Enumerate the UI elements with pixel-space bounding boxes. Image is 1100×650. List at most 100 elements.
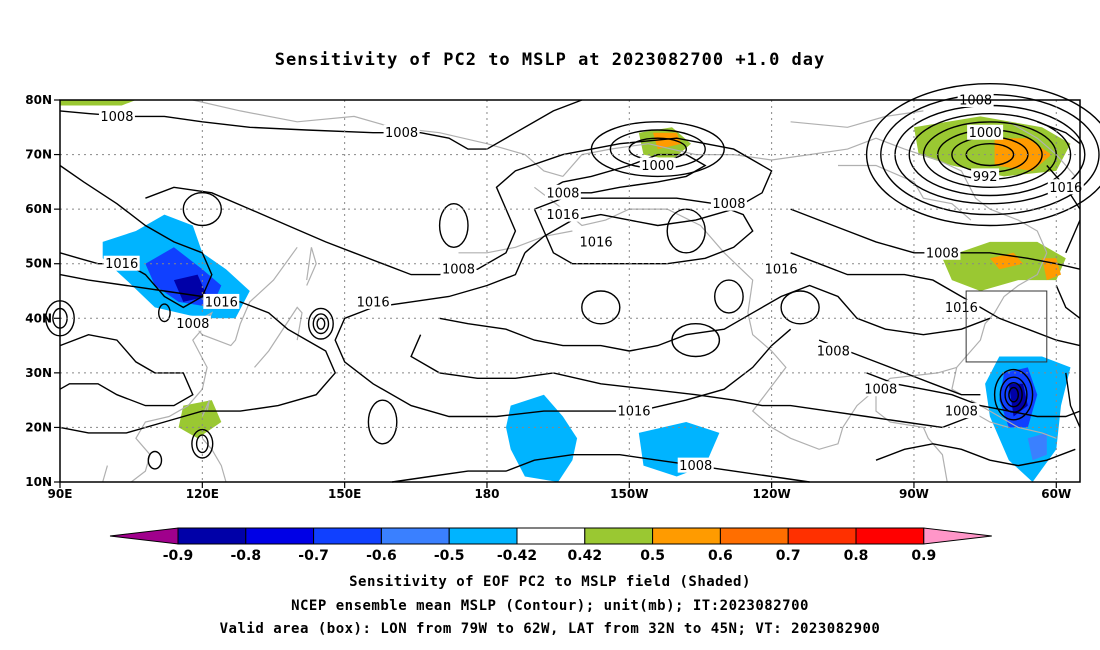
isobar-33 xyxy=(1004,382,1023,408)
isobar-41 xyxy=(195,434,209,454)
colorbar-arrow-high xyxy=(923,527,992,545)
colorbar-segment-5 xyxy=(516,527,586,545)
contour-label-22: 1016 xyxy=(617,405,650,420)
contour-label-23: 1008 xyxy=(679,459,712,474)
colorbar-label-3: -0.6 xyxy=(366,548,397,564)
coastline-5 xyxy=(534,186,877,450)
contour-label-bg-13 xyxy=(763,261,800,277)
map-title: Sensitivity of PC2 to MSLP at 2023082700… xyxy=(274,50,826,70)
contour-label-bg-1 xyxy=(383,124,420,140)
caption-shading: Sensitivity of EOF PC2 to MSLP field (Sh… xyxy=(349,574,751,590)
isobar-47 xyxy=(581,290,621,325)
valid-area-box xyxy=(965,290,1048,363)
coastline-0 xyxy=(192,99,564,177)
lat-tick-label-7: 10N xyxy=(25,475,52,489)
lon-tick-label-7: 60W xyxy=(1041,487,1071,501)
contour-label-bg-3 xyxy=(967,124,1004,140)
contour-label-bg-18 xyxy=(174,315,211,331)
colorbar-segment-9 xyxy=(787,527,857,545)
colorbar-label-0: -0.9 xyxy=(163,548,194,564)
contour-label-bg-14 xyxy=(924,244,961,260)
colorbar-arrow-low xyxy=(109,527,179,545)
contour-label-bg-19 xyxy=(815,343,852,359)
colorbar-segment-7 xyxy=(652,527,721,545)
coastline-7 xyxy=(102,465,108,483)
caption-valid-area: Valid area (box): LON from 79W to 62W, L… xyxy=(219,621,881,637)
isobar-37 xyxy=(312,313,330,335)
contour-label-1: 1008 xyxy=(385,126,418,141)
contour-label-21: 1008 xyxy=(945,405,978,420)
lon-tick-label-6: 90W xyxy=(899,487,929,501)
contour-label-bg-4 xyxy=(639,157,676,173)
coastline-16 xyxy=(1008,121,1076,177)
lat-tick-label-3: 50N xyxy=(25,257,52,271)
contour-label-6: 1008 xyxy=(546,186,579,201)
isobar-24 xyxy=(908,113,1072,197)
isobar-38 xyxy=(307,307,334,340)
coastline-12 xyxy=(458,230,573,254)
coastline-3 xyxy=(951,252,1048,396)
colorbar-segment-2 xyxy=(313,527,382,545)
isobar-8 xyxy=(410,334,972,429)
map-frame xyxy=(59,99,1081,483)
contour-label-bg-6 xyxy=(544,184,581,200)
isobar-5 xyxy=(334,252,792,418)
caption-contour: NCEP ensemble mean MSLP (Contour); unit(… xyxy=(291,598,809,614)
contour-label-12: 1008 xyxy=(442,263,475,278)
shaded-region-4 xyxy=(178,400,222,439)
contour-label-19: 1008 xyxy=(817,345,850,360)
isobar-15 xyxy=(875,443,1076,467)
isobar-7 xyxy=(533,197,754,265)
contour-label-8: 1008 xyxy=(712,197,745,212)
coastline-6 xyxy=(130,246,298,483)
contour-label-2: 1008 xyxy=(959,94,992,109)
colorbar-segment-8 xyxy=(719,527,789,545)
isobar-2 xyxy=(59,273,337,434)
contour-label-11: 1016 xyxy=(105,257,138,272)
contour-label-bg-22 xyxy=(616,403,653,419)
colorbar-label-7: 0.5 xyxy=(640,548,665,564)
contour-label-bg-15 xyxy=(203,293,240,309)
isobar-49 xyxy=(714,279,744,314)
isobar-20 xyxy=(1065,219,1081,254)
colorbar-label-5: -0.42 xyxy=(497,548,537,564)
isobar-42 xyxy=(191,428,214,459)
lon-tick-label-5: 120W xyxy=(752,487,790,501)
isobar-3 xyxy=(59,333,194,407)
isobar-34 xyxy=(999,376,1028,413)
lat-tick-label-0: 80N xyxy=(25,93,52,107)
isobar-45 xyxy=(182,192,223,227)
lat-tick-label-1: 70N xyxy=(25,148,52,162)
contour-label-bg-12 xyxy=(440,261,477,277)
isobar-10 xyxy=(391,454,810,483)
lon-tick-label-0: 90E xyxy=(48,487,73,501)
shaded-region-3 xyxy=(173,274,208,302)
isobar-4 xyxy=(145,137,773,276)
colorbar-label-8: 0.6 xyxy=(708,548,733,564)
isobar-29 xyxy=(590,121,725,178)
contour-label-bg-20 xyxy=(862,381,899,397)
shaded-region-6 xyxy=(653,132,682,150)
isobar-19 xyxy=(1065,372,1081,428)
shaded-region-16 xyxy=(1008,383,1028,417)
contour-label-14: 1008 xyxy=(926,246,959,261)
coastline-13 xyxy=(970,399,1057,439)
coastline-11 xyxy=(201,437,227,483)
contour-label-bg-0 xyxy=(98,108,135,124)
isobar-21 xyxy=(865,83,1100,227)
colorbar-segment-4 xyxy=(448,527,518,545)
lon-tick-label-1: 120E xyxy=(186,487,219,501)
contour-label-bg-11 xyxy=(103,255,140,271)
colorbar-label-9: 0.7 xyxy=(776,548,801,564)
isobar-43 xyxy=(147,450,163,470)
contour-label-5: 992 xyxy=(973,170,998,185)
isobar-44 xyxy=(367,399,398,445)
isobar-14 xyxy=(866,372,1081,418)
colorbar-segment-6 xyxy=(584,527,654,545)
isobar-0 xyxy=(59,99,583,150)
colorbar-segment-10 xyxy=(855,527,925,545)
shaded-region-0 xyxy=(60,100,136,106)
lat-tick-label-6: 20N xyxy=(25,420,52,434)
isobar-9 xyxy=(439,284,991,352)
